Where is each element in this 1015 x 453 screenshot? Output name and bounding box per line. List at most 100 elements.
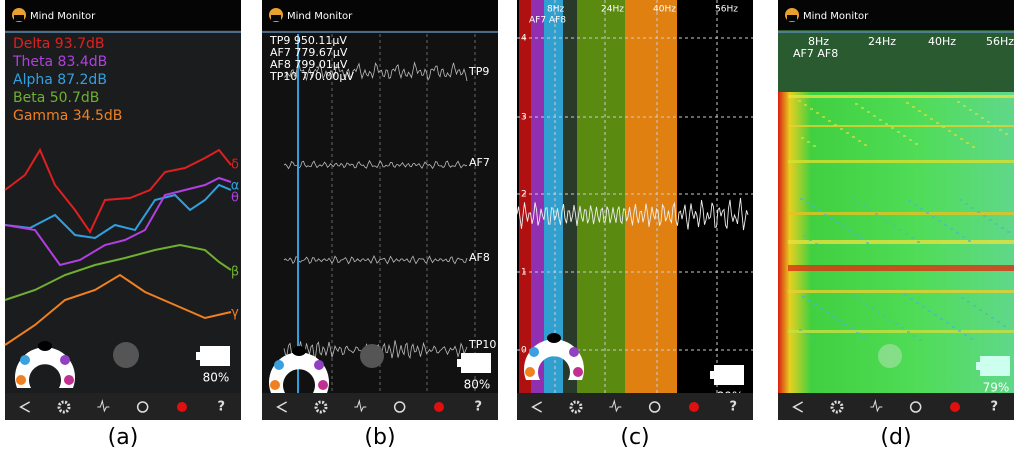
sensor-dot bbox=[529, 347, 539, 357]
spectrogram-speck bbox=[956, 232, 959, 234]
spectrogram-speck bbox=[999, 129, 1002, 131]
record-button[interactable] bbox=[950, 402, 960, 412]
spectrogram-speck bbox=[873, 115, 876, 117]
spectrogram-speck bbox=[877, 311, 880, 313]
battery-icon bbox=[196, 352, 200, 360]
app-logo bbox=[14, 15, 24, 21]
spectrogram-speck bbox=[862, 336, 865, 338]
record-button[interactable] bbox=[177, 402, 187, 412]
spectrogram-speck bbox=[842, 226, 845, 228]
battery-icon bbox=[457, 359, 461, 367]
spectrogram-speck bbox=[995, 223, 998, 225]
record-button[interactable] bbox=[434, 402, 444, 412]
caption: (b) bbox=[364, 425, 395, 450]
spectrogram-speck bbox=[977, 211, 980, 213]
spectrogram-speck bbox=[948, 130, 951, 132]
spectrogram-speck bbox=[973, 305, 976, 307]
spectrogram-speck bbox=[828, 120, 831, 122]
battery-icon bbox=[710, 371, 714, 379]
help-button[interactable]: ? bbox=[218, 400, 226, 415]
channel-label: TP9 bbox=[468, 65, 489, 78]
battery-icon bbox=[980, 356, 1010, 376]
spectrogram-speck bbox=[924, 114, 927, 116]
spectrogram-speck bbox=[911, 237, 914, 239]
spectrogram-speck bbox=[864, 144, 867, 146]
help-button[interactable]: ? bbox=[475, 400, 483, 415]
toolbar bbox=[517, 393, 753, 420]
spectrogram-speck bbox=[836, 222, 839, 224]
spectrogram-speck bbox=[907, 331, 910, 333]
spectrogram-streak bbox=[788, 290, 1014, 293]
spectrogram-speck bbox=[963, 105, 966, 107]
frequency-band bbox=[563, 0, 577, 393]
spectrogram-speck bbox=[916, 302, 919, 304]
spectrogram-speck bbox=[959, 199, 962, 201]
sensor-dot bbox=[16, 375, 26, 385]
frequency-band bbox=[625, 0, 677, 393]
sensor-dot bbox=[573, 367, 583, 377]
help-button[interactable]: ? bbox=[730, 400, 738, 415]
y-label: 3 bbox=[521, 113, 527, 123]
sensor-dot bbox=[318, 380, 328, 390]
channel-label: TP10 bbox=[468, 338, 496, 351]
record-button[interactable] bbox=[689, 402, 699, 412]
view-button[interactable] bbox=[360, 344, 384, 368]
spectrogram-speck bbox=[852, 136, 855, 138]
spectrogram-speck bbox=[891, 127, 894, 129]
app-title: Mind Monitor bbox=[803, 11, 869, 22]
spectrogram-speck bbox=[1007, 231, 1010, 233]
spectrogram-speck bbox=[967, 301, 970, 303]
spectrogram-speck bbox=[972, 146, 975, 148]
reading: Gamma 34.5dB bbox=[13, 108, 122, 124]
spectrogram-speck bbox=[957, 101, 960, 103]
help-button[interactable]: ? bbox=[991, 400, 999, 415]
spectrogram-speck bbox=[865, 303, 868, 305]
spectrogram-speck bbox=[919, 339, 922, 341]
caption: (c) bbox=[620, 425, 649, 450]
spectrogram-speck bbox=[802, 296, 805, 298]
spectrogram-speck bbox=[913, 335, 916, 337]
spectrogram-speck bbox=[863, 205, 866, 207]
reading: TP10 770.00μV bbox=[269, 70, 354, 83]
spectrogram-speck bbox=[970, 338, 973, 340]
y-label: 0 bbox=[521, 346, 527, 356]
view-button[interactable] bbox=[113, 342, 139, 368]
sensor-dot bbox=[64, 375, 74, 385]
view-button[interactable] bbox=[878, 344, 902, 368]
spectrogram-speck bbox=[810, 108, 813, 110]
spectrogram-speck bbox=[800, 198, 803, 200]
sensor-dot bbox=[525, 367, 535, 377]
channel-label: AF8 bbox=[469, 251, 490, 264]
app-title: Mind Monitor bbox=[30, 11, 96, 22]
spectrogram-speck bbox=[881, 217, 884, 219]
spectrogram-speck bbox=[997, 321, 1000, 323]
spectrogram-speck bbox=[1003, 325, 1006, 327]
spectrogram-speck bbox=[889, 319, 892, 321]
spectrogram-speck bbox=[952, 326, 955, 328]
spectrogram-speck bbox=[887, 221, 890, 223]
freq-label: 56Hz bbox=[986, 35, 1014, 48]
spectrogram-speck bbox=[867, 111, 870, 113]
spectrogram-speck bbox=[934, 314, 937, 316]
freq-label: 40Hz bbox=[928, 35, 956, 48]
spectrogram-speck bbox=[808, 300, 811, 302]
spectrogram-speck bbox=[964, 334, 967, 336]
spectrogram-speck bbox=[859, 299, 862, 301]
battery-icon bbox=[200, 346, 230, 366]
spectrogram-speck bbox=[946, 322, 949, 324]
sensor-dot bbox=[38, 341, 52, 351]
spectrogram-speck bbox=[851, 197, 854, 199]
spectrogram-speck bbox=[813, 145, 816, 147]
spectrogram-streak bbox=[788, 125, 1014, 127]
spectrogram-speck bbox=[857, 201, 860, 203]
spectrogram-speck bbox=[961, 297, 964, 299]
spectrogram-speck bbox=[811, 337, 814, 339]
spectrogram-speck bbox=[814, 304, 817, 306]
freq-label: 40Hz bbox=[653, 5, 676, 15]
app-logo bbox=[271, 15, 281, 21]
spectrogram-streak bbox=[788, 160, 1014, 163]
spectrogram-speck bbox=[926, 212, 929, 214]
spectrogram-speck bbox=[809, 239, 812, 241]
spectrogram-speck bbox=[858, 140, 861, 142]
sensor-dot bbox=[274, 360, 284, 370]
